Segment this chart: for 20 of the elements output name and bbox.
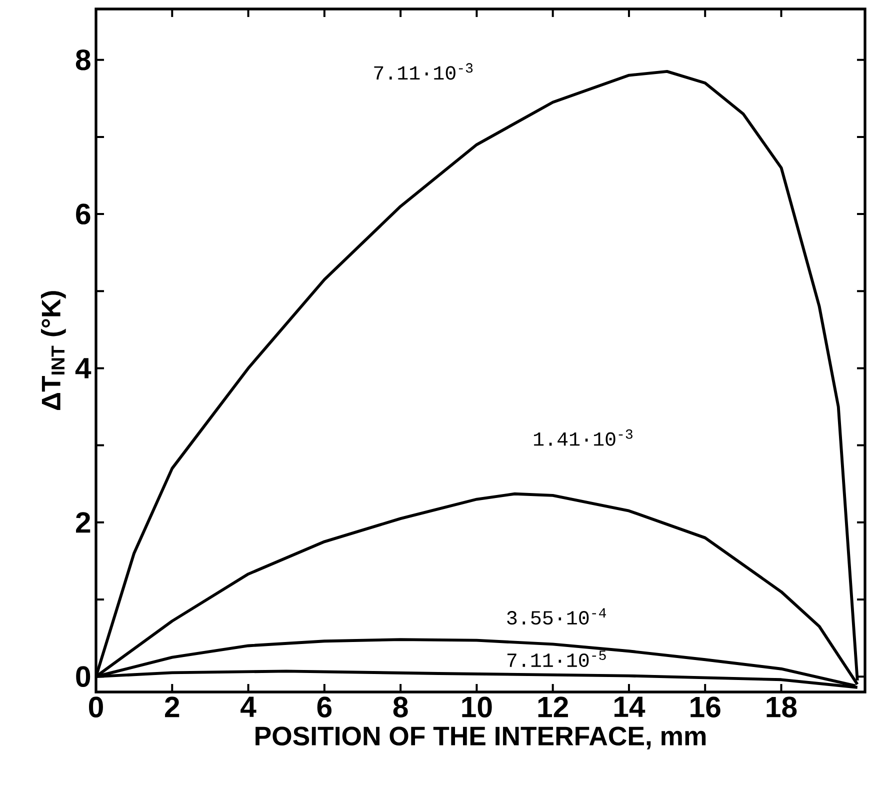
x-tick-label: 16: [690, 696, 720, 718]
y-axis-title: ΔT$_{INT}$ (°K): [40, 291, 66, 410]
x-tick-label: 6: [317, 696, 332, 718]
y-tick-label: 8: [76, 49, 90, 70]
y-tick-label: 4: [75, 358, 92, 378]
x-tick-label: 4: [240, 696, 256, 717]
y-tick-label: 0: [76, 666, 90, 687]
series-label: 3.55·10$^{-4}$: [507, 608, 606, 625]
y-tick-label: 2: [76, 512, 90, 533]
text: 1.41·10$^{-3}$: [534, 429, 632, 446]
text: 7.11·10$^{-3}$: [374, 63, 473, 80]
x-axis-title: POSITION OF THE INTERFACE, mm: [256, 726, 706, 750]
x-tick-label: 12: [538, 696, 568, 718]
x-tick-label: 10: [462, 696, 492, 718]
series-label: 7.11·10$^{-5}$: [507, 650, 606, 668]
x-tick-label: 2: [165, 696, 180, 718]
x-tick-label: 14: [614, 696, 646, 717]
x-tick-label: 8: [393, 696, 408, 718]
x-tick-label: 18: [766, 696, 797, 718]
y-tick-label: 6: [76, 204, 90, 224]
